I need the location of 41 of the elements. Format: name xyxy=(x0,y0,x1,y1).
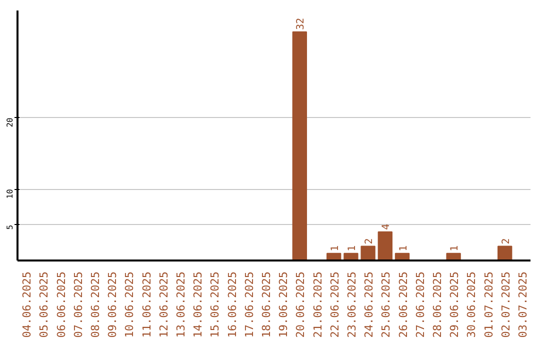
x-tick-label: 17.06.2025 xyxy=(242,271,256,338)
x-tick-label: 16.06.2025 xyxy=(226,271,239,338)
data-label: 1 xyxy=(346,245,358,252)
x-tick-label: 27.06.2025 xyxy=(414,271,427,338)
data-label: 2 xyxy=(364,238,376,244)
x-tick-label: 19.06.2025 xyxy=(277,271,290,338)
data-label: 32 xyxy=(296,18,307,30)
x-tick-label: 29.06.2025 xyxy=(448,271,462,338)
x-tick-label: 09.06.2025 xyxy=(106,271,120,338)
data-label: 1 xyxy=(398,245,410,252)
x-tick-label: 22.06.2025 xyxy=(328,271,342,338)
x-tick-label: 14.06.2025 xyxy=(192,271,205,338)
x-tick-label: 04.06.2025 xyxy=(20,271,34,338)
x-tick-label: 11.06.2025 xyxy=(140,271,154,338)
x-tick-label: 21.06.2025 xyxy=(311,271,324,338)
y-tick-label: 20 xyxy=(6,117,14,128)
x-tick-label: 26.06.2025 xyxy=(396,271,410,338)
x-tick-label: 20.06.2025 xyxy=(294,271,308,338)
x-tick-label: 13.06.2025 xyxy=(174,271,188,338)
data-label: 4 xyxy=(381,224,392,230)
x-tick-label: 02.07.2025 xyxy=(499,271,512,338)
x-tick-label: 23.06.2025 xyxy=(345,271,358,338)
x-tick-label: 24.06.2025 xyxy=(362,271,376,338)
data-label: 1 xyxy=(330,245,341,252)
y-tick-label: 10 xyxy=(6,188,14,199)
x-tick-label: 10.06.2025 xyxy=(123,271,136,338)
x-tick-label: 28.06.2025 xyxy=(430,271,444,338)
x-tick-label: 06.06.2025 xyxy=(54,271,68,338)
x-tick-label: 08.06.2025 xyxy=(88,271,102,338)
data-label: 1 xyxy=(450,245,461,252)
x-tick-label: 05.06.2025 xyxy=(38,271,51,338)
x-tick-label: 25.06.2025 xyxy=(380,271,393,338)
x-tick-label: 03.07.2025 xyxy=(516,271,530,338)
x-tick-label: 12.06.2025 xyxy=(157,271,170,338)
x-tick-label: 15.06.2025 xyxy=(208,271,222,338)
data-label: 2 xyxy=(500,238,512,244)
x-tick-label: 18.06.2025 xyxy=(260,271,273,338)
x-tick-label: 01.07.2025 xyxy=(482,271,496,338)
x-tick-label: 30.06.2025 xyxy=(465,271,478,338)
y-tick-label: 5 xyxy=(6,224,14,230)
x-tick-label: 07.06.2025 xyxy=(72,271,85,338)
